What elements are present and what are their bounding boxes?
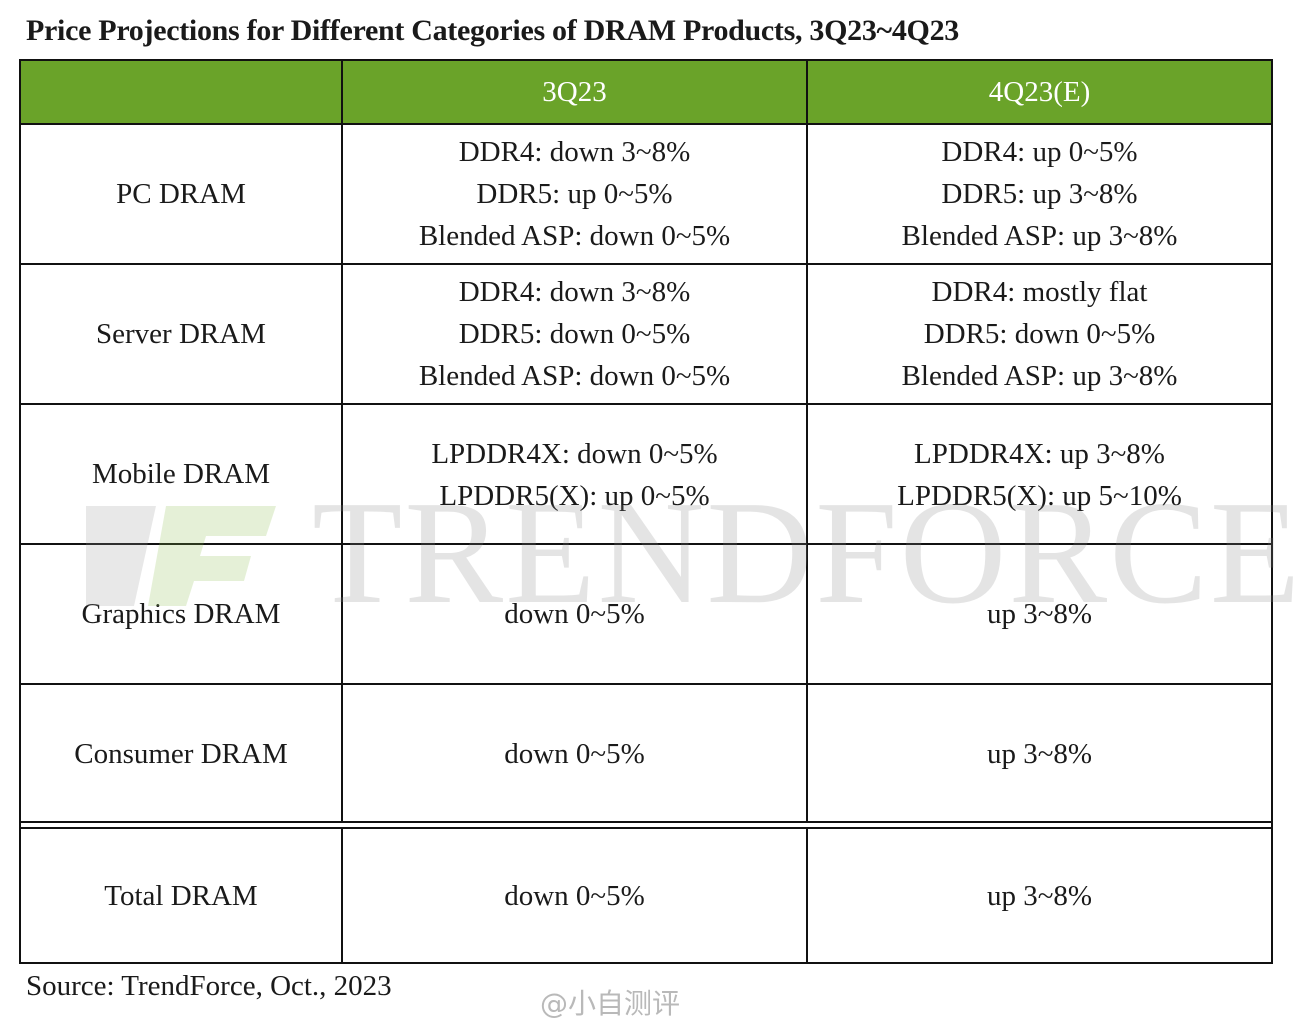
- q4-cell: DDR4: mostly flat DDR5: down 0~5% Blende…: [808, 265, 1271, 403]
- double-rule-top: [21, 821, 1271, 823]
- header-cell-4q23e: 4Q23(E): [988, 76, 1091, 108]
- price-projection-table: 3Q23 4Q23(E) PC DRAM DDR4: down 3~8% DDR…: [19, 59, 1273, 964]
- q3-cell: DDR4: down 3~8% DDR5: down 0~5% Blended …: [343, 265, 808, 403]
- category-cell: Server DRAM: [21, 265, 343, 403]
- q4-line: Blended ASP: up 3~8%: [901, 220, 1178, 252]
- q4-cell: DDR4: up 0~5% DDR5: up 3~8% Blended ASP:…: [808, 125, 1271, 263]
- q3-line: Blended ASP: down 0~5%: [418, 360, 731, 392]
- q3-line: down 0~5%: [504, 738, 645, 770]
- q4-line: DDR5: up 3~8%: [941, 178, 1138, 210]
- q4-line: DDR4: mostly flat: [931, 276, 1148, 308]
- q4-cell: up 3~8%: [808, 829, 1271, 962]
- category-cell: PC DRAM: [21, 125, 343, 263]
- q3-line: LPDDR4X: down 0~5%: [431, 438, 718, 470]
- q3-cell: down 0~5%: [343, 685, 808, 823]
- table-row-consumer-dram: Consumer DRAM down 0~5% up 3~8%: [21, 685, 1271, 823]
- q3-line: Blended ASP: down 0~5%: [418, 220, 731, 252]
- q4-cell: up 3~8%: [808, 685, 1271, 823]
- q4-line: DDR4: up 0~5%: [941, 136, 1138, 168]
- header-cell-category: [21, 61, 343, 123]
- q3-line: down 0~5%: [504, 598, 645, 630]
- q3-line: LPDDR5(X): up 0~5%: [439, 480, 710, 512]
- table-row-pc-dram: PC DRAM DDR4: down 3~8% DDR5: up 0~5% Bl…: [21, 125, 1271, 265]
- header-cell-3q23: 3Q23: [343, 61, 808, 123]
- source-note: Source: TrendForce, Oct., 2023: [26, 970, 392, 1002]
- table-row-server-dram: Server DRAM DDR4: down 3~8% DDR5: down 0…: [21, 265, 1271, 405]
- q4-line: LPDDR4X: up 3~8%: [914, 438, 1165, 470]
- q4-line: up 3~8%: [986, 598, 1093, 630]
- q3-cell: down 0~5%: [343, 545, 808, 683]
- double-rule-bottom: [21, 827, 1271, 829]
- q3-line: DDR5: up 0~5%: [476, 178, 673, 210]
- q3-line: DDR4: down 3~8%: [458, 136, 691, 168]
- table-row-graphics-dram: Graphics DRAM down 0~5% up 3~8%: [21, 545, 1271, 685]
- q4-line: up 3~8%: [986, 879, 1093, 912]
- q4-cell: up 3~8%: [808, 545, 1271, 683]
- table-row-mobile-dram: Mobile DRAM LPDDR4X: down 0~5% LPDDR5(X)…: [21, 405, 1271, 545]
- category-cell: Graphics DRAM: [21, 545, 343, 683]
- table-title: Price Projections for Different Categori…: [26, 14, 959, 47]
- table-row-total-dram: Total DRAM down 0~5% up 3~8%: [21, 829, 1271, 962]
- category-cell: Consumer DRAM: [21, 685, 343, 823]
- q3-line: down 0~5%: [504, 879, 645, 912]
- q4-cell: LPDDR4X: up 3~8% LPDDR5(X): up 5~10%: [808, 405, 1271, 543]
- q3-cell: DDR4: down 3~8% DDR5: up 0~5% Blended AS…: [343, 125, 808, 263]
- category-cell: Mobile DRAM: [21, 405, 343, 543]
- weibo-watermark: @小自测评: [540, 987, 681, 1020]
- q4-line: DDR5: down 0~5%: [923, 318, 1156, 350]
- q4-line: Blended ASP: up 3~8%: [901, 360, 1178, 392]
- q3-cell: down 0~5%: [343, 829, 808, 962]
- q3-cell: LPDDR4X: down 0~5% LPDDR5(X): up 0~5%: [343, 405, 808, 543]
- table-header-row: 3Q23 4Q23(E): [21, 61, 1271, 125]
- q4-line: up 3~8%: [986, 738, 1093, 770]
- q4-line: LPDDR5(X): up 5~10%: [897, 480, 1182, 512]
- category-cell: Total DRAM: [21, 829, 343, 962]
- q3-line: DDR5: down 0~5%: [458, 318, 691, 350]
- q3-line: DDR4: down 3~8%: [458, 276, 691, 308]
